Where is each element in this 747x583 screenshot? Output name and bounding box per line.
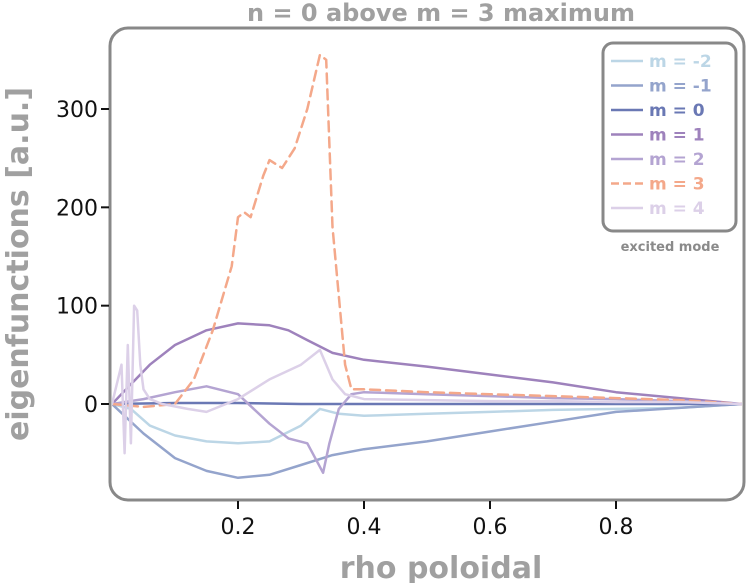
x-axis-ticks: 0.2 0.4 0.6 0.8 bbox=[221, 501, 634, 540]
series-line-6 bbox=[112, 304, 742, 455]
y-tick-label: 0 bbox=[84, 393, 98, 418]
legend-label: m = 4 bbox=[649, 199, 705, 219]
chart-title: n = 0 above m = 3 maximum bbox=[247, 0, 635, 27]
legend-label: m = 2 bbox=[649, 150, 705, 170]
legend-note: excited mode bbox=[621, 240, 720, 255]
series-layer bbox=[112, 53, 742, 480]
legend-label: m = -1 bbox=[649, 77, 712, 97]
legend-label: m = 1 bbox=[649, 126, 705, 146]
x-tick-label: 0.8 bbox=[599, 515, 634, 540]
legend-label: m = -2 bbox=[649, 52, 712, 72]
y-axis-title: eigenfunctions [a.u.] bbox=[1, 87, 36, 441]
series-line-1 bbox=[112, 402, 742, 480]
y-tick-label: 200 bbox=[56, 196, 98, 221]
x-axis-title: rho poloidal bbox=[340, 551, 542, 583]
x-tick-label: 0.6 bbox=[473, 515, 508, 540]
series-line-3 bbox=[112, 322, 742, 406]
legend-entries: m = -2 m = -1 m = 0 m = 1 m = 2 m = 3 m = 4 bbox=[611, 52, 712, 219]
y-axis-ticks: 0 100 200 300 bbox=[56, 98, 109, 418]
y-tick-label: 100 bbox=[56, 295, 98, 320]
x-tick-label: 0.4 bbox=[347, 515, 382, 540]
series-line-4 bbox=[112, 385, 742, 475]
plot-frame bbox=[108, 26, 746, 502]
y-tick-label: 300 bbox=[56, 98, 98, 123]
legend-label: m = 3 bbox=[649, 175, 705, 195]
legend-label: m = 0 bbox=[649, 101, 705, 121]
legend: m = -2 m = -1 m = 0 m = 1 m = 2 m = 3 m = 4 ex… bbox=[601, 41, 738, 255]
x-tick-label: 0.2 bbox=[221, 515, 256, 540]
series-line-0 bbox=[112, 402, 742, 445]
series-line-2 bbox=[112, 401, 742, 406]
